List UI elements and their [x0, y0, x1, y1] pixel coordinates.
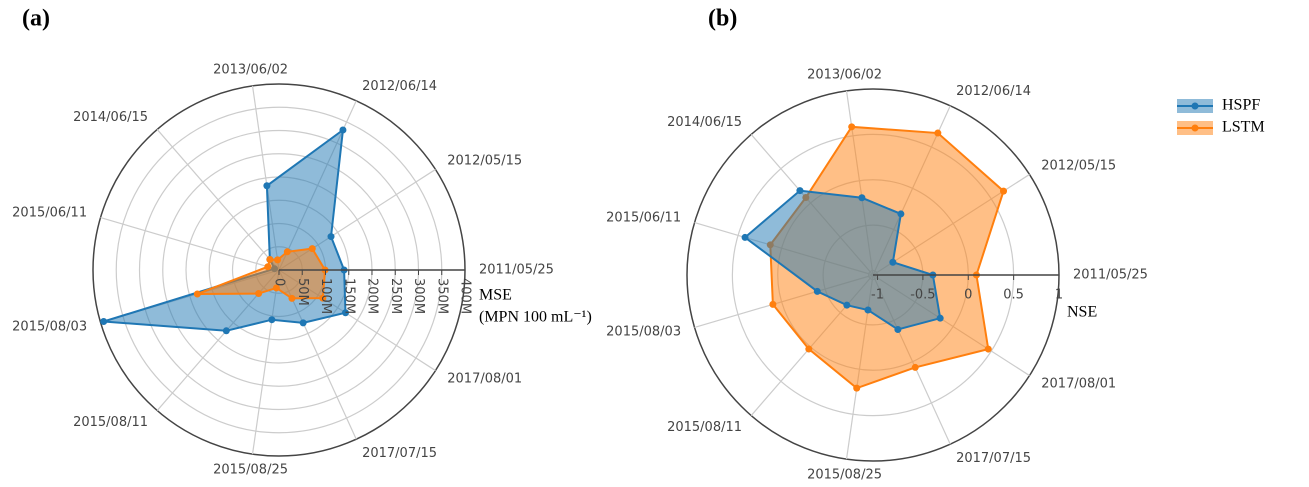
- data-point: [263, 182, 271, 190]
- data-point: [934, 129, 942, 137]
- data-point: [222, 327, 230, 335]
- radar-area: [743, 189, 942, 331]
- r-tick-label: 300M: [411, 278, 426, 314]
- data-point: [848, 123, 856, 131]
- category-label: 2012/06/14: [956, 84, 1031, 99]
- category-label: 2017/08/01: [1041, 377, 1116, 392]
- data-point: [288, 294, 296, 302]
- data-point: [319, 294, 327, 302]
- data-point: [813, 287, 821, 295]
- category-label: 2013/06/02: [807, 68, 882, 83]
- category-label: 2011/05/25: [1073, 268, 1148, 283]
- category-label: 2017/07/15: [956, 451, 1031, 466]
- data-point: [853, 384, 861, 392]
- category-label: 2017/07/15: [362, 446, 437, 461]
- data-point: [769, 300, 777, 308]
- data-point: [984, 345, 992, 353]
- data-point: [805, 345, 813, 353]
- r-tick-label: 200M: [365, 278, 380, 314]
- data-point: [911, 363, 919, 371]
- category-label: 2015/06/11: [606, 211, 681, 226]
- category-label: 2015/08/03: [606, 324, 681, 339]
- data-point: [283, 248, 291, 256]
- data-point: [255, 290, 263, 298]
- category-label: 2014/06/15: [73, 110, 148, 125]
- category-label: 2012/05/15: [447, 153, 522, 168]
- data-point: [264, 263, 272, 271]
- category-label: 2015/06/11: [12, 206, 87, 221]
- category-label: 2015/08/25: [807, 467, 882, 482]
- category-label: 2015/08/25: [213, 462, 288, 477]
- data-point: [308, 245, 316, 253]
- r-axis-label: NSE: [1067, 304, 1097, 321]
- r-tick-label: 250M: [388, 278, 403, 314]
- category-label: 2012/06/14: [362, 79, 437, 94]
- r-axis-label: (MPN 100 mL⁻¹): [479, 309, 592, 326]
- spoke: [100, 217, 280, 271]
- data-point: [193, 290, 201, 298]
- data-point: [897, 210, 905, 218]
- data-point: [796, 187, 804, 195]
- category-label: 2015/08/11: [667, 420, 742, 435]
- data-point: [843, 301, 851, 309]
- data-point: [936, 314, 944, 322]
- legend-label: HSPF: [1222, 97, 1260, 114]
- data-point: [272, 284, 280, 292]
- data-point: [299, 319, 307, 327]
- panel-label: (a): [22, 6, 50, 32]
- data-point: [894, 325, 902, 333]
- r-tick-label: 100M: [318, 278, 333, 314]
- data-point: [741, 233, 749, 241]
- data-point: [864, 306, 872, 314]
- category-label: 2017/08/01: [447, 372, 522, 387]
- legend-marker: [1191, 102, 1199, 110]
- category-label: 2014/06/15: [667, 115, 742, 130]
- r-tick-label: -0.5: [910, 288, 935, 303]
- data-point: [274, 256, 282, 264]
- data-point: [100, 317, 108, 325]
- r-tick-label: 0.5: [1003, 288, 1024, 303]
- data-point: [342, 309, 350, 317]
- r-tick-label: -1: [871, 288, 884, 303]
- panel-label: (b): [708, 6, 737, 32]
- r-tick-label: 350M: [434, 278, 449, 314]
- radar-area: [196, 247, 327, 300]
- category-label: 2013/06/02: [213, 63, 288, 78]
- r-axis-label: MSE: [479, 287, 512, 304]
- category-label: 2012/05/15: [1041, 158, 1116, 173]
- r-tick-label: 0: [272, 278, 287, 286]
- spoke: [156, 129, 280, 271]
- legend-marker: [1191, 124, 1199, 132]
- category-label: 2015/08/11: [73, 415, 148, 430]
- data-point: [889, 258, 897, 266]
- data-point: [268, 316, 276, 324]
- data-point: [1000, 187, 1008, 195]
- r-tick-label: 150M: [341, 278, 356, 314]
- r-tick-label: 50M: [295, 278, 310, 306]
- r-tick-label: 400M: [458, 278, 473, 314]
- legend-label: LSTM: [1222, 119, 1265, 136]
- category-label: 2015/08/03: [12, 319, 87, 334]
- data-point: [266, 255, 274, 263]
- data-point: [858, 194, 866, 202]
- r-tick-label: 1: [1055, 288, 1063, 303]
- data-point: [327, 233, 335, 241]
- r-tick-label: 0: [964, 288, 972, 303]
- category-label: 2011/05/25: [479, 263, 554, 278]
- data-point: [339, 126, 347, 134]
